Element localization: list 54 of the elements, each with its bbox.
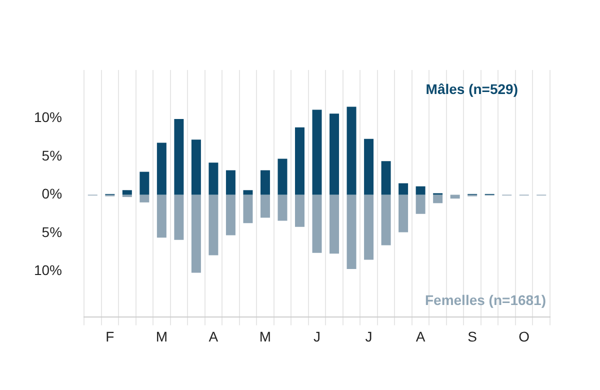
bar	[156, 142, 166, 195]
bar	[381, 194, 391, 246]
bar	[278, 194, 288, 221]
bar	[226, 170, 236, 195]
bar	[226, 194, 236, 236]
x-tick-label: A	[208, 328, 219, 344]
bar	[398, 194, 408, 232]
bar	[243, 194, 253, 224]
bar	[330, 194, 340, 254]
bar	[433, 194, 443, 204]
bar	[364, 138, 374, 195]
y-tick-label: 5%	[42, 224, 62, 240]
x-tick-label: S	[468, 328, 478, 344]
bar	[260, 170, 270, 195]
text: Femelles (n=1681)	[424, 292, 546, 308]
bar	[381, 161, 391, 195]
bar	[243, 190, 253, 195]
bar	[330, 114, 340, 195]
bar	[208, 194, 218, 256]
bar	[174, 118, 184, 195]
text: Mâles (n=529)	[426, 80, 518, 97]
x-tick-label: M	[259, 328, 272, 344]
bar	[398, 183, 408, 195]
bar	[364, 194, 374, 260]
bar	[416, 194, 426, 214]
y-tick-label: 10%	[34, 109, 62, 126]
bar	[140, 172, 150, 195]
bar	[260, 194, 270, 218]
bar	[346, 194, 356, 269]
bar	[140, 194, 150, 202]
y-tick-label: 5%	[42, 147, 62, 164]
y-tick-label: 10%	[34, 262, 62, 278]
x-tick-label: A	[416, 328, 426, 344]
bar	[156, 194, 166, 238]
bar	[450, 194, 460, 199]
y-tick-label: 0%	[42, 186, 62, 202]
bar	[346, 106, 356, 195]
x-tick-label: M	[156, 328, 168, 344]
bar	[278, 158, 288, 195]
bar	[295, 194, 304, 227]
x-tick-label: J	[314, 328, 321, 344]
bar	[208, 162, 218, 195]
x-tick-label: O	[518, 328, 530, 344]
bar	[122, 190, 132, 195]
bar	[191, 140, 201, 195]
bar	[191, 194, 201, 273]
bar	[122, 194, 132, 198]
bar	[312, 194, 322, 253]
bar	[312, 110, 322, 195]
bar	[174, 194, 184, 240]
bar	[295, 127, 304, 195]
x-tick-label: J	[365, 328, 372, 344]
x-tick-label: F	[106, 328, 114, 344]
bar	[416, 186, 426, 195]
